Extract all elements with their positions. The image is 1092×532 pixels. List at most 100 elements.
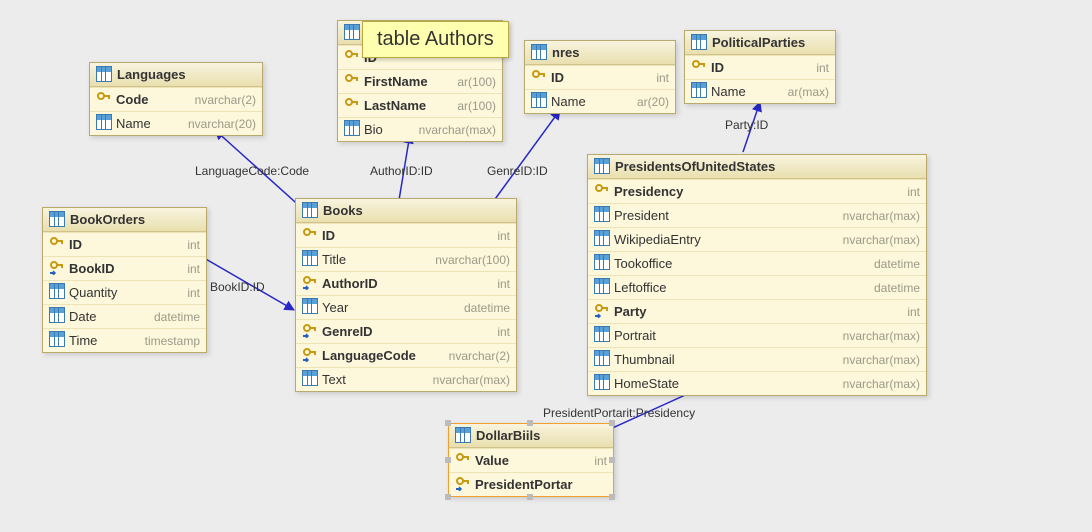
column-type: datetime — [667, 281, 920, 295]
table-bookorders[interactable]: BookOrdersIDintBookIDintQuantityintDated… — [42, 207, 207, 353]
column-row[interactable]: Namenvarchar(20) — [90, 111, 262, 135]
column-row[interactable]: Valueint — [449, 448, 613, 472]
column-name: Name — [551, 94, 586, 109]
table-title-text: Languages — [117, 67, 186, 82]
column-row[interactable]: Timetimestamp — [43, 328, 206, 352]
key-icon — [344, 96, 360, 115]
column-name: ID — [551, 70, 564, 85]
column-row[interactable]: IDint — [296, 223, 516, 247]
column-type: int — [683, 185, 920, 199]
column-icon — [594, 230, 610, 249]
table-books[interactable]: Books IDintTitlenvarchar(100)AuthorIDintY… — [295, 198, 517, 392]
key-icon — [49, 235, 65, 254]
column-row[interactable]: Titlenvarchar(100) — [296, 247, 516, 271]
relation-label: PresidentPortarit:Presidency — [543, 406, 695, 420]
table-dollarbills[interactable]: DollarBiilsValueint PresidentPortar — [448, 423, 614, 497]
table-title[interactable]: Languages — [90, 63, 262, 87]
column-row[interactable]: Namear(20) — [525, 89, 675, 113]
table-title[interactable]: PresidentsOfUnitedStates — [588, 155, 926, 179]
column-row[interactable]: IDint — [525, 65, 675, 89]
table-title[interactable]: PoliticalParties — [685, 31, 835, 55]
column-type: ar(100) — [428, 75, 496, 89]
column-name: Value — [475, 453, 509, 468]
table-parties[interactable]: PoliticalPartiesIDintNamear(max) — [684, 30, 836, 104]
column-row[interactable]: GenreIDint — [296, 319, 516, 343]
column-row[interactable]: HomeStatenvarchar(max) — [588, 371, 926, 395]
table-title[interactable]: nres — [525, 41, 675, 65]
column-row[interactable]: Bionvarchar(max) — [338, 117, 502, 141]
column-name: ID — [69, 237, 82, 252]
resize-handle[interactable] — [527, 420, 533, 426]
column-row[interactable]: IDint — [43, 232, 206, 256]
table-title-text: PresidentsOfUnitedStates — [615, 159, 775, 174]
resize-handle[interactable] — [609, 494, 615, 500]
column-row[interactable]: Quantityint — [43, 280, 206, 304]
er-diagram-canvas[interactable]: { "tooltip": { "text": "table Authors", … — [0, 0, 1092, 532]
column-row[interactable]: Codenvarchar(2) — [90, 87, 262, 111]
column-name: Tookoffice — [614, 256, 672, 271]
column-row[interactable]: Textnvarchar(max) — [296, 367, 516, 391]
resize-handle[interactable] — [445, 457, 451, 463]
column-row[interactable]: Thumbnailnvarchar(max) — [588, 347, 926, 371]
resize-handle[interactable] — [527, 494, 533, 500]
column-type: int — [378, 277, 510, 291]
fk-icon — [49, 259, 65, 278]
resize-handle[interactable] — [609, 457, 615, 463]
column-name: Date — [69, 309, 96, 324]
column-row[interactable]: WikipediaEntrynvarchar(max) — [588, 227, 926, 251]
column-name: Text — [322, 372, 346, 387]
column-row[interactable]: Yeardatetime — [296, 295, 516, 319]
column-name: Time — [69, 333, 97, 348]
fk-icon — [455, 475, 471, 494]
table-presidents[interactable]: PresidentsOfUnitedStates PresidencyintPre… — [587, 154, 927, 396]
column-type: int — [724, 61, 829, 75]
column-name: Title — [322, 252, 346, 267]
table-genres[interactable]: nresIDintNamear(20) — [524, 40, 676, 114]
column-row[interactable]: Tookofficedatetime — [588, 251, 926, 275]
column-row[interactable]: Namear(max) — [685, 79, 835, 103]
table-title[interactable]: Books — [296, 199, 516, 223]
relation-label: AuthorID:ID — [370, 164, 433, 178]
column-icon — [594, 206, 610, 225]
fk-icon — [302, 274, 318, 293]
key-icon — [344, 48, 360, 67]
column-type: nvarchar(max) — [701, 233, 920, 247]
column-type: nvarchar(2) — [149, 93, 257, 107]
column-name: Name — [711, 84, 746, 99]
column-row[interactable]: IDint — [685, 55, 835, 79]
column-row[interactable]: LanguageCodenvarchar(2) — [296, 343, 516, 367]
column-row[interactable]: BookIDint — [43, 256, 206, 280]
column-name: PresidentPortar — [475, 477, 573, 492]
column-row[interactable]: Leftofficedatetime — [588, 275, 926, 299]
column-icon — [96, 114, 112, 133]
column-name: ID — [711, 60, 724, 75]
column-row[interactable]: Presidencyint — [588, 179, 926, 203]
column-type: int — [564, 71, 669, 85]
column-row[interactable]: Partyint — [588, 299, 926, 323]
column-type: nvarchar(max) — [346, 373, 510, 387]
column-row[interactable]: Datedatetime — [43, 304, 206, 328]
resize-handle[interactable] — [445, 494, 451, 500]
column-icon — [594, 278, 610, 297]
column-row[interactable]: PresidentPortar — [449, 472, 613, 496]
column-type: int — [82, 238, 200, 252]
column-name: GenreID — [322, 324, 373, 339]
column-type: nvarchar(2) — [416, 349, 510, 363]
column-icon — [49, 331, 65, 350]
column-type: nvarchar(max) — [383, 123, 496, 137]
column-row[interactable]: LastNamear(100) — [338, 93, 502, 117]
column-row[interactable]: Portraitnvarchar(max) — [588, 323, 926, 347]
table-icon — [344, 24, 360, 40]
table-title-text: Books — [323, 203, 363, 218]
key-icon — [96, 90, 112, 109]
table-title[interactable]: DollarBiils — [449, 424, 613, 448]
column-icon — [531, 92, 547, 111]
resize-handle[interactable] — [609, 420, 615, 426]
table-languages[interactable]: Languages Codenvarchar(2)Namenvarchar(20) — [89, 62, 263, 136]
column-row[interactable]: AuthorIDint — [296, 271, 516, 295]
column-row[interactable]: Presidentnvarchar(max) — [588, 203, 926, 227]
table-title[interactable]: BookOrders — [43, 208, 206, 232]
resize-handle[interactable] — [445, 420, 451, 426]
column-icon — [594, 254, 610, 273]
column-row[interactable]: FirstNamear(100) — [338, 69, 502, 93]
